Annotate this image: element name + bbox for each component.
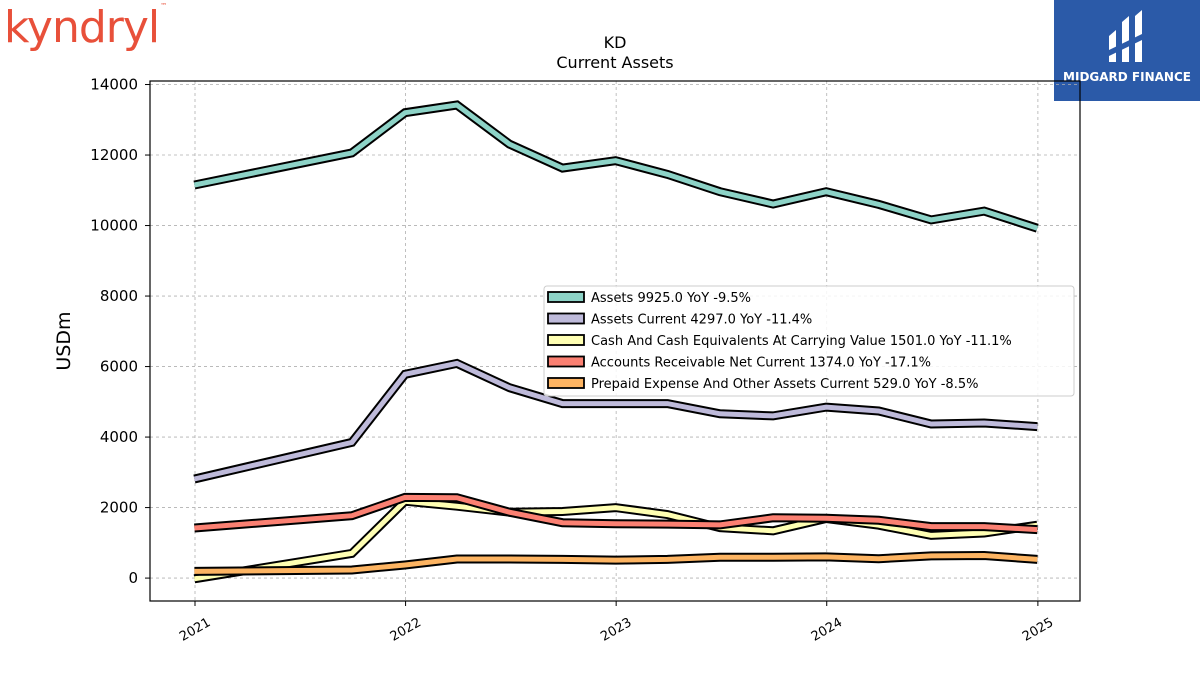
legend: Assets 9925.0 YoY -9.5% Assets Current 42… [543,285,1075,397]
y-axis: 0 2000 4000 6000 8000 10000 12000 14000 [90,76,150,587]
legend-swatch [547,377,585,389]
y-axis-label: USDm [53,311,75,370]
trademark-mark: ™ [160,2,167,10]
y-tick-label: 4000 [100,428,138,446]
series-line [194,498,1038,582]
y-tick-label: 6000 [100,358,138,376]
y-tick-label: 8000 [100,287,138,305]
series-assets [193,100,1039,233]
kyndryl-logo-text: kyndryl [4,2,160,53]
chart-subtitle: Current Assets [556,53,673,72]
legend-entry: Assets Current 4297.0 YoY -11.4% [591,313,812,328]
chart-title: KD [604,33,627,52]
legend-entry: Cash And Cash Equivalents At Carrying Va… [591,334,1012,349]
legend-swatch [547,334,585,346]
x-tick-label: 2021 [177,615,213,645]
legend-box [543,285,1075,397]
plot-frame [149,80,1081,602]
x-tick-label: 2022 [388,615,424,645]
y-tick-label: 14000 [90,76,138,94]
series-lines [193,100,1039,584]
legend-swatch [547,355,585,368]
series-line [193,360,1038,482]
series-assets-current [193,358,1038,484]
legend-swatch [547,312,585,325]
x-axis: 2021 2022 2023 2024 2025 [177,601,1056,645]
series-accounts-receivable-net-current [194,492,1038,535]
kyndryl-logo: kyndryl™ [4,2,167,53]
y-tick-label: 2000 [100,499,138,517]
x-tick-label: 2025 [1020,615,1056,645]
series-line [193,102,1039,231]
y-tick-label: 0 [128,569,138,587]
series-prepaid-expense-and-other-assets-current [194,550,1038,576]
midgard-finance-logo: MIDGARD FINANCE [1054,0,1200,101]
legend-swatch [547,291,585,303]
series-line [194,552,1038,574]
x-tick-label: 2024 [809,615,845,645]
midgard-finance-text: MIDGARD FINANCE [1063,70,1191,84]
midgard-mark-icon [1109,10,1142,62]
y-tick-label: 12000 [90,146,138,164]
y-tick-label: 10000 [90,217,138,235]
legend-entry: Prepaid Expense And Other Assets Current… [591,377,978,392]
legend-entry: Assets 9925.0 YoY -9.5% [591,291,751,306]
series-line [194,494,1038,533]
x-tick-label: 2023 [598,615,634,645]
series-cash-and-cash-equivalents-at-carrying-value [193,496,1038,584]
legend-entry: Accounts Receivable Net Current 1374.0 Y… [591,356,931,371]
